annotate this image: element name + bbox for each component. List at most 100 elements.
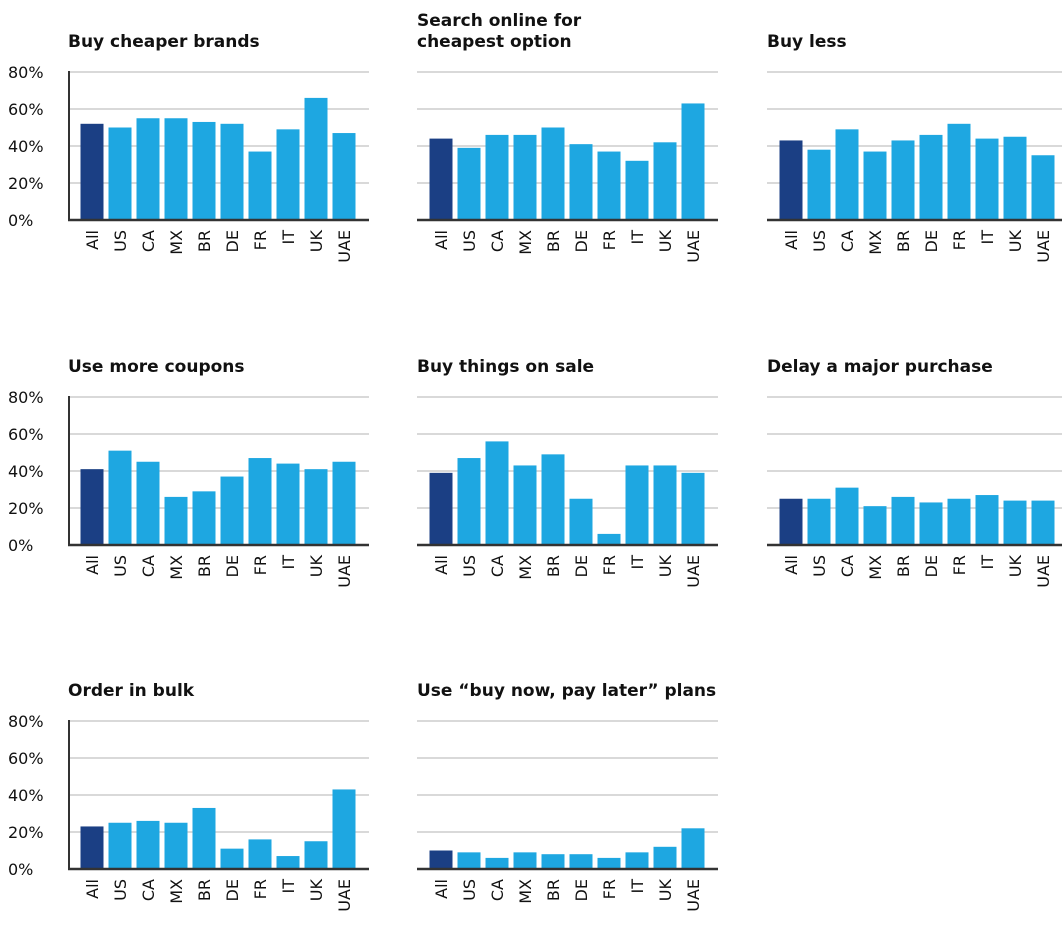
bar-fr bbox=[248, 839, 272, 869]
x-category-label: UAE bbox=[1034, 555, 1053, 588]
bar-fr bbox=[947, 498, 971, 545]
bar-mx bbox=[513, 134, 537, 220]
bar-mx bbox=[164, 118, 188, 220]
bar-uk bbox=[1003, 136, 1027, 220]
bar-de bbox=[220, 848, 244, 869]
x-category-label: US bbox=[111, 555, 130, 577]
chart-title: Use “buy now, pay later” plans bbox=[417, 681, 716, 701]
x-category-label: MX bbox=[866, 230, 885, 255]
y-tick-label: 0% bbox=[8, 211, 33, 230]
x-category-label: CA bbox=[139, 555, 158, 577]
x-category-label: All bbox=[782, 230, 801, 250]
chart-title: Search online for bbox=[417, 11, 582, 31]
y-tick-label: 20% bbox=[8, 499, 44, 518]
bar-all bbox=[429, 138, 453, 220]
x-category-label: FR bbox=[600, 230, 619, 250]
bar-de bbox=[569, 144, 593, 220]
chart-panel-5: Buy things on sale All US CA MX BR DE FR IT UK UAE bbox=[417, 357, 718, 588]
bar-uae bbox=[681, 103, 705, 220]
bar-br bbox=[891, 496, 915, 545]
chart-title: Delay a major purchase bbox=[767, 357, 993, 377]
x-category-label: UK bbox=[656, 554, 675, 577]
y-tick-label: 60% bbox=[8, 425, 44, 444]
x-category-label: MX bbox=[866, 555, 885, 580]
chart-title: cheapest option bbox=[417, 32, 572, 52]
x-category-label: FR bbox=[251, 230, 270, 250]
x-category-label: UAE bbox=[335, 555, 354, 588]
y-tick-label: 0% bbox=[8, 536, 33, 555]
chart-panel-3: Buy less All US CA MX BR DE FR IT UK UAE bbox=[767, 32, 1062, 263]
bar-de bbox=[569, 854, 593, 869]
x-category-label: DE bbox=[922, 555, 941, 577]
x-category-label: US bbox=[460, 879, 479, 901]
x-category-label: CA bbox=[139, 230, 158, 252]
x-category-label: IT bbox=[279, 879, 298, 894]
bar-it bbox=[276, 856, 300, 869]
x-category-label: MX bbox=[167, 555, 186, 580]
bar-de bbox=[220, 123, 244, 220]
x-category-label: IT bbox=[978, 230, 997, 245]
x-category-label: DE bbox=[223, 555, 242, 577]
x-category-label: All bbox=[432, 230, 451, 250]
bar-us bbox=[457, 147, 481, 220]
bar-it bbox=[625, 160, 649, 220]
x-category-label: BR bbox=[894, 230, 913, 252]
x-category-label: DE bbox=[223, 879, 242, 901]
x-category-label: IT bbox=[628, 230, 647, 245]
y-tick-label: 20% bbox=[8, 174, 44, 193]
x-category-label: BR bbox=[195, 879, 214, 901]
y-tick-label: 20% bbox=[8, 823, 44, 842]
x-category-label: UAE bbox=[684, 879, 703, 912]
bar-br bbox=[192, 807, 216, 869]
y-tick-label: 80% bbox=[8, 712, 44, 731]
bar-ca bbox=[136, 461, 160, 545]
chart-panel-8: Use “buy now, pay later” plans All US CA MX B… bbox=[417, 681, 718, 912]
bar-it bbox=[276, 463, 300, 545]
bar-br bbox=[541, 454, 565, 545]
bar-it bbox=[975, 495, 999, 545]
bar-all bbox=[779, 140, 803, 220]
bar-mx bbox=[164, 496, 188, 545]
y-tick-label: 80% bbox=[8, 388, 44, 407]
bar-ca bbox=[136, 820, 160, 869]
bar-br bbox=[541, 854, 565, 869]
chart-title: Buy cheaper brands bbox=[68, 32, 260, 52]
bar-ca bbox=[485, 134, 509, 220]
y-tick-label: 40% bbox=[8, 462, 44, 481]
bar-us bbox=[108, 127, 132, 220]
bar-uk bbox=[304, 469, 328, 545]
x-category-label: MX bbox=[516, 230, 535, 255]
bar-us bbox=[457, 852, 481, 869]
x-category-label: UK bbox=[656, 878, 675, 901]
x-category-label: All bbox=[782, 555, 801, 575]
bar-uae bbox=[681, 828, 705, 869]
y-tick-label: 80% bbox=[8, 63, 44, 82]
bar-de bbox=[220, 476, 244, 545]
x-category-label: CA bbox=[838, 555, 857, 577]
x-category-label: DE bbox=[922, 230, 941, 252]
x-category-label: FR bbox=[950, 230, 969, 250]
x-category-label: MX bbox=[516, 879, 535, 904]
x-category-label: FR bbox=[600, 555, 619, 575]
bar-uk bbox=[304, 97, 328, 220]
x-category-label: UAE bbox=[335, 230, 354, 263]
bar-all bbox=[80, 469, 104, 545]
chart-title: Buy less bbox=[767, 32, 847, 52]
bar-uae bbox=[332, 461, 356, 545]
bar-mx bbox=[863, 151, 887, 220]
x-category-label: MX bbox=[516, 555, 535, 580]
bar-uae bbox=[1031, 500, 1055, 545]
bar-uae bbox=[681, 472, 705, 545]
bar-uae bbox=[1031, 155, 1055, 220]
x-category-label: US bbox=[460, 230, 479, 252]
x-category-label: IT bbox=[978, 555, 997, 570]
y-tick-label: 60% bbox=[8, 749, 44, 768]
bar-fr bbox=[248, 151, 272, 220]
bar-it bbox=[276, 129, 300, 220]
x-category-label: All bbox=[83, 879, 102, 899]
x-category-label: US bbox=[111, 230, 130, 252]
x-category-label: IT bbox=[279, 230, 298, 245]
x-category-label: DE bbox=[572, 230, 591, 252]
bar-fr bbox=[947, 123, 971, 220]
